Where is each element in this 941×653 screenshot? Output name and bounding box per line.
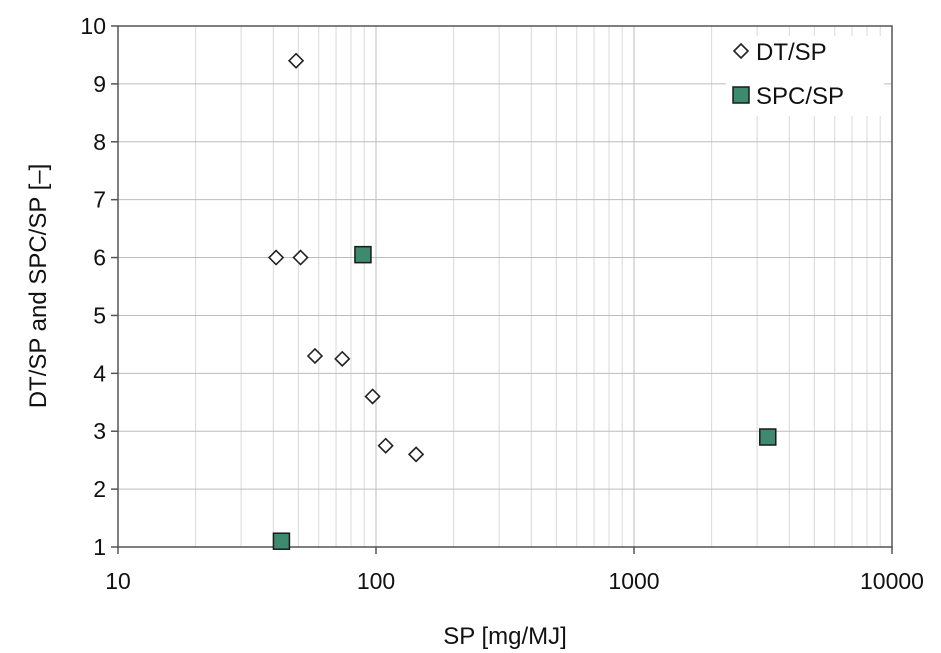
y-tick-label: 9 (93, 71, 106, 97)
data-point-spc-sp (354, 245, 372, 264)
data-point-spc-sp (759, 428, 777, 446)
y-tick-label: 10 (80, 13, 106, 39)
data-point-spc-sp (272, 532, 291, 550)
plot-area-frame (117, 25, 893, 548)
y-tick-label: 7 (93, 187, 106, 213)
y-tick-label: 5 (93, 302, 106, 328)
x-tick-label: 10 (105, 568, 131, 594)
legend-label-spc-sp: SPC/SP (756, 83, 844, 110)
legend-background (726, 36, 884, 116)
y-axis-tick-labels: 1 2 3 4 5 6 7 8 9 10 (80, 13, 118, 560)
data-point-dt-sp (267, 249, 285, 266)
data-point-dt-sp (377, 437, 394, 454)
x-tick-label: 10000 (860, 568, 924, 594)
x-axis-tick-labels: 10 100 1000 10000 (105, 547, 924, 594)
data-point-dt-sp (364, 388, 381, 405)
legend-marker-diamond (732, 42, 750, 60)
legend-marker-square (732, 86, 750, 104)
data-point-dt-sp (287, 52, 305, 69)
x-tick-label: 100 (357, 568, 395, 594)
data-point-dt-sp (407, 446, 425, 463)
legend-label-dt-sp: DT/SP (756, 39, 827, 66)
y-axis-title: DT/SP and SPC/SP [–] (25, 164, 52, 409)
gridlines (118, 26, 892, 547)
y-tick-label: 4 (93, 360, 106, 386)
y-tick-label: 2 (93, 476, 106, 502)
x-tick-label: 1000 (608, 568, 659, 594)
x-axis-title: SP [mg/MJ] (443, 623, 567, 650)
data-point-dt-sp (306, 347, 324, 365)
data-point-dt-sp (292, 249, 309, 266)
y-tick-label: 1 (93, 534, 106, 560)
y-tick-label: 8 (93, 129, 106, 155)
data-point-dt-sp (334, 350, 351, 367)
data-points (267, 52, 777, 550)
y-tick-label: 3 (93, 418, 106, 444)
y-tick-label: 6 (93, 245, 106, 271)
legend: DT/SP SPC/SP (726, 36, 884, 116)
